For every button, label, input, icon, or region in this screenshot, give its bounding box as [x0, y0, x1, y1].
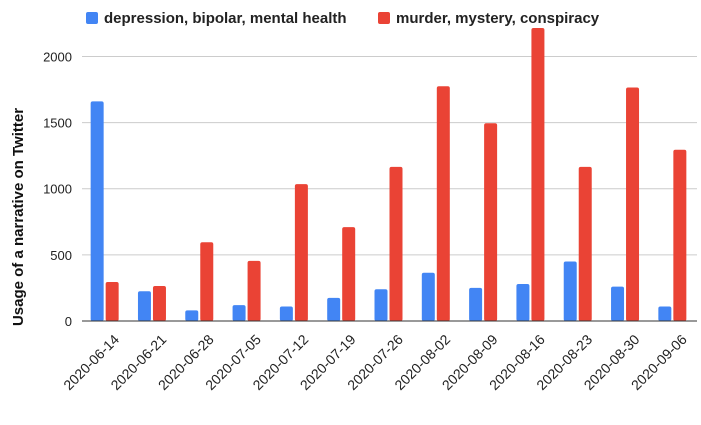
bars — [90, 28, 687, 322]
bar-depression-2020-08-30 — [611, 286, 625, 321]
bar-depression-2020-07-05 — [232, 305, 246, 321]
legend-label-murder: murder, mystery, conspiracy — [396, 10, 600, 27]
bar-murder-2020-07-26 — [389, 166, 403, 321]
legend: depression, bipolar, mental health murder… — [86, 10, 600, 27]
y-axis-label: Usage of a narrative on Twitter — [10, 108, 27, 326]
bar-murder-2020-08-16 — [531, 28, 545, 322]
bar-murder-2020-07-12 — [294, 184, 308, 321]
bar-depression-2020-07-12 — [279, 306, 293, 321]
bar-depression-2020-07-26 — [374, 289, 388, 321]
y-tick-label: 0 — [65, 314, 72, 329]
gridlines: 0 500 1000 1500 2000 — [43, 49, 697, 329]
bar-murder-2020-06-21 — [152, 285, 166, 321]
bar-depression-2020-08-23 — [563, 261, 577, 321]
bar-murder-2020-08-09 — [484, 123, 498, 321]
y-tick-label: 1000 — [43, 182, 72, 197]
legend-label-depression: depression, bipolar, mental health — [104, 10, 347, 27]
bar-murder-2020-08-02 — [436, 86, 450, 321]
y-tick-label: 2000 — [43, 49, 72, 64]
bar-depression-2020-08-02 — [421, 272, 435, 321]
y-tick-label: 500 — [50, 248, 72, 263]
bar-depression-2020-08-09 — [469, 287, 483, 321]
bar-murder-2020-07-05 — [247, 260, 261, 321]
legend-swatch-depression — [86, 12, 98, 24]
bar-murder-2020-08-30 — [626, 87, 640, 321]
y-tick-label: 1500 — [43, 116, 72, 131]
bar-depression-2020-07-19 — [327, 297, 341, 321]
bar-depression-2020-06-21 — [137, 291, 151, 321]
bar-murder-2020-06-28 — [200, 242, 214, 321]
bar-depression-2020-09-06 — [658, 306, 672, 321]
axes: 2020-06-142020-06-212020-06-282020-07-05… — [60, 320, 697, 393]
bar-depression-2020-06-28 — [185, 310, 199, 321]
bar-depression-2020-08-16 — [516, 283, 530, 321]
bar-murder-2020-06-14 — [105, 281, 119, 321]
bar-murder-2020-09-06 — [673, 149, 687, 321]
legend-swatch-murder — [378, 12, 390, 24]
bar-murder-2020-07-19 — [342, 227, 356, 321]
bar-murder-2020-08-23 — [578, 166, 592, 321]
bar-depression-2020-06-14 — [90, 101, 104, 321]
